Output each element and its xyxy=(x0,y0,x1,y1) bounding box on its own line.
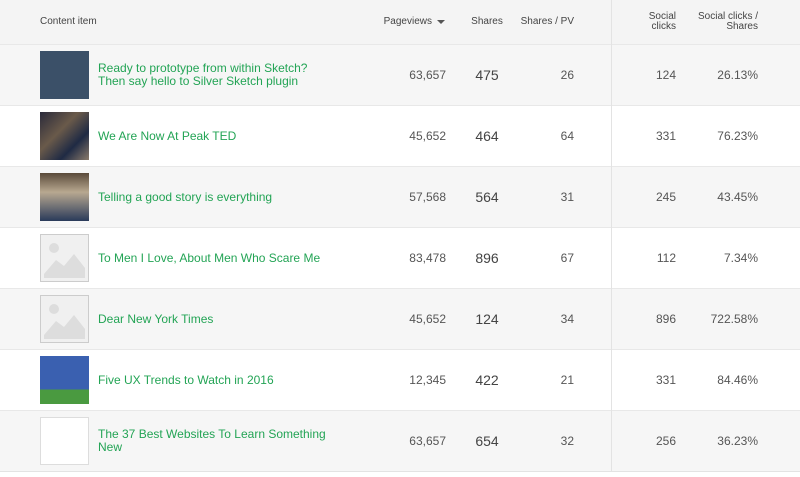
shares-per-pv: 21 xyxy=(560,373,574,387)
pageviews: 83,478 xyxy=(409,251,446,265)
social-ratio: 84.46% xyxy=(717,373,758,387)
social-ratio: 7.34% xyxy=(723,251,758,265)
shares-per-pv: 26 xyxy=(560,68,574,82)
thumbnail[interactable] xyxy=(40,356,89,404)
social-ratio: 76.23% xyxy=(717,129,758,143)
shares-per-pv: 31 xyxy=(560,190,574,204)
social-ratio: 722.58% xyxy=(710,312,758,326)
shares-per-pv: 32 xyxy=(560,434,574,448)
header-social-clicks[interactable]: Social clicks xyxy=(648,11,676,32)
header-shares[interactable]: Shares xyxy=(471,16,503,27)
header-shares-pv[interactable]: Shares / PV xyxy=(520,16,574,27)
shares: 124 xyxy=(475,311,499,327)
thumbnail[interactable] xyxy=(40,112,89,160)
header-social-ratio[interactable]: Social clicks / Shares xyxy=(697,11,758,32)
pageviews: 63,657 xyxy=(409,434,446,448)
social-ratio: 36.23% xyxy=(717,434,758,448)
header-pageviews[interactable]: Pageviews xyxy=(380,0,446,44)
sort-icon[interactable] xyxy=(436,19,446,25)
pageviews: 45,652 xyxy=(409,129,446,143)
thumbnail[interactable] xyxy=(40,417,89,465)
shares: 464 xyxy=(475,128,499,144)
table-row: We Are Now At Peak TED 45,652 464 64 331 76.2… xyxy=(0,105,800,166)
social-clicks: 245 xyxy=(655,190,676,204)
thumbnail[interactable] xyxy=(40,51,89,99)
shares-per-pv: 64 xyxy=(560,129,574,143)
social-clicks: 331 xyxy=(655,129,676,143)
social-clicks: 896 xyxy=(655,312,676,326)
table-row: The 37 Best Websites To Learn Something … xyxy=(0,410,800,471)
shares: 475 xyxy=(475,67,499,83)
shares: 654 xyxy=(475,433,499,449)
shares: 564 xyxy=(475,189,499,205)
header-content: Content item xyxy=(40,16,97,27)
table-row: Dear New York Times 45,652 124 34 896 722.58% xyxy=(0,288,800,349)
pageviews: 57,568 xyxy=(409,190,446,204)
pageviews: 12,345 xyxy=(409,373,446,387)
content-title[interactable]: Dear New York Times xyxy=(98,311,214,326)
header-row: Content item Pageviews Shares Shares / P… xyxy=(0,0,800,44)
table-row: To Men I Love, About Men Who Scare Me 83,… xyxy=(0,227,800,288)
table-row: Telling a good story is everything 57,568… xyxy=(0,166,800,227)
shares: 896 xyxy=(475,250,499,266)
image-placeholder xyxy=(40,234,89,282)
pageviews: 45,652 xyxy=(409,312,446,326)
social-clicks: 124 xyxy=(655,68,676,82)
content-title[interactable]: To Men I Love, About Men Who Scare Me xyxy=(98,250,321,265)
social-ratio: 43.45% xyxy=(717,190,758,204)
content-title[interactable]: Ready to prototype from within Sketch? T… xyxy=(98,61,308,88)
social-clicks: 331 xyxy=(655,373,676,387)
content-title[interactable]: The 37 Best Websites To Learn Something … xyxy=(98,427,326,454)
column-divider xyxy=(611,0,612,471)
pageviews: 63,657 xyxy=(409,68,446,82)
social-clicks: 112 xyxy=(656,251,676,265)
thumbnail[interactable] xyxy=(40,295,89,343)
thumbnail[interactable] xyxy=(40,234,89,282)
social-clicks: 256 xyxy=(655,434,676,448)
shares-per-pv: 67 xyxy=(560,251,574,265)
table-row: Five UX Trends to Watch in 2016 12,345 422… xyxy=(0,349,800,410)
table-bottom-border xyxy=(0,471,800,472)
content-title[interactable]: Five UX Trends to Watch in 2016 xyxy=(98,372,274,387)
thumbnail[interactable] xyxy=(40,173,89,221)
shares-per-pv: 34 xyxy=(560,312,574,326)
shares: 422 xyxy=(475,372,499,388)
image-placeholder xyxy=(40,295,89,343)
social-ratio: 26.13% xyxy=(717,68,758,82)
content-title[interactable]: We Are Now At Peak TED xyxy=(98,128,237,143)
table-row: Ready to prototype from within Sketch? T… xyxy=(0,44,800,105)
header-text[interactable]: Pageviews xyxy=(383,16,432,27)
content-title[interactable]: Telling a good story is everything xyxy=(98,189,273,204)
